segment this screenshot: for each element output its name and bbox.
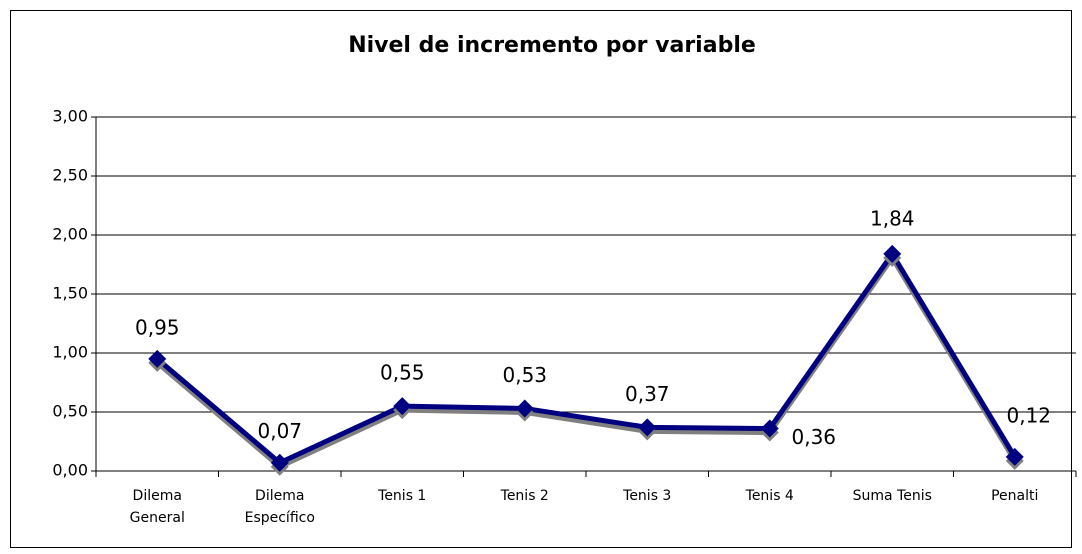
y-tick-label: 2,00 bbox=[52, 225, 88, 244]
marker bbox=[883, 244, 902, 263]
data-label: 0,36 bbox=[791, 425, 836, 449]
data-label: 1,84 bbox=[870, 206, 915, 230]
chart-title: Nivel de incremento por variable bbox=[348, 33, 756, 58]
data-label: 0,53 bbox=[502, 363, 547, 387]
x-tick-label: Suma Tenis bbox=[852, 488, 932, 504]
y-tick-label: 1,50 bbox=[52, 284, 88, 303]
marker bbox=[1005, 447, 1024, 466]
x-tick-label: Penalti bbox=[991, 488, 1039, 504]
x-tick-label: Tenis 1 bbox=[378, 488, 427, 504]
marker bbox=[515, 399, 534, 418]
x-tick-label: Tenis 4 bbox=[745, 488, 794, 504]
marker bbox=[638, 418, 657, 437]
marker bbox=[148, 349, 167, 368]
data-label: 0,12 bbox=[1006, 403, 1051, 427]
x-tick-label: Dilema General bbox=[129, 488, 185, 526]
y-tick-label: 3,00 bbox=[52, 107, 88, 126]
marker bbox=[270, 453, 289, 472]
marker bbox=[760, 419, 779, 438]
data-label: 0,95 bbox=[135, 315, 180, 339]
y-tick-label: 2,50 bbox=[52, 166, 88, 185]
y-tick-label: 0,50 bbox=[52, 402, 88, 421]
line bbox=[155, 251, 1017, 466]
y-tick-label: 1,00 bbox=[52, 343, 88, 362]
x-tick-label: Tenis 2 bbox=[500, 488, 549, 504]
x-tick-label: Tenis 3 bbox=[623, 488, 672, 504]
x-tick-label: Dilema Específico bbox=[244, 488, 315, 526]
data-label: 0,07 bbox=[257, 419, 302, 443]
data-label: 0,37 bbox=[625, 382, 670, 406]
data-label: 0,55 bbox=[380, 361, 425, 385]
chart-border bbox=[10, 10, 1072, 548]
marker bbox=[393, 397, 412, 416]
y-tick-label: 0,00 bbox=[52, 461, 88, 480]
